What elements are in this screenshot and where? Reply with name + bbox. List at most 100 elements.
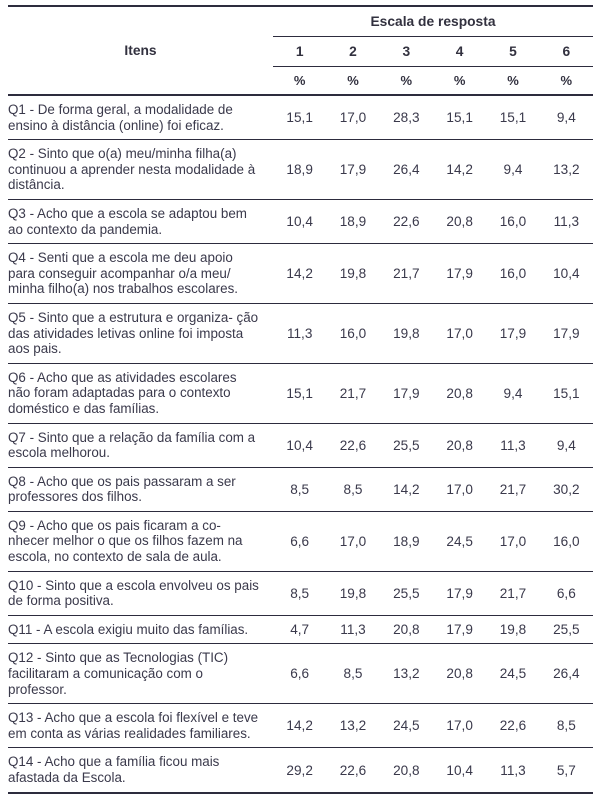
table-row: Q10 - Sinto que a escola envolveu os pai… (8, 572, 593, 616)
percent-header: % (453, 73, 466, 88)
value-cell: 26,4 (553, 666, 580, 682)
value-cell: 16,0 (553, 533, 580, 549)
results-table: Itens Escala de resposta 1 2 3 4 5 6 %%%%%% Q… (8, 5, 593, 794)
value-cell: 15,1 (553, 385, 580, 401)
value-cell: 20,8 (393, 762, 420, 778)
value-cell: 20,8 (446, 666, 473, 682)
value-cell: 4,7 (290, 622, 310, 638)
value-cell: 14,2 (393, 481, 420, 497)
item-text: Q4 - Senti que a escola me deu apoio par… (8, 250, 238, 297)
value-cell: 19,8 (499, 622, 527, 638)
value-cell: 19,8 (393, 325, 420, 341)
value-cell: 24,5 (393, 718, 420, 734)
value-cell: 15,1 (286, 110, 313, 126)
value-cell: 14,2 (286, 266, 313, 282)
value-cell: 17,0 (339, 110, 367, 126)
scale-number-row: 1 2 3 4 5 6 (273, 37, 593, 67)
value-cell: 26,4 (393, 162, 420, 178)
value-cell: 19,8 (339, 585, 367, 601)
value-cell: 21,7 (339, 385, 367, 401)
table-row: Q7 - Sinto que a relação da família com … (8, 424, 593, 468)
scale-column-header: 6 (562, 44, 571, 59)
value-cell: 19,8 (339, 266, 367, 282)
value-cell: 11,3 (286, 325, 313, 341)
value-cell: 14,2 (286, 718, 313, 734)
value-cell: 30,2 (553, 481, 580, 497)
item-text: Q2 - Sinto que o(a) meu/minha filha(a) c… (8, 146, 256, 193)
item-text: Q1 - De forma geral, a modalidade de ens… (8, 102, 233, 133)
value-cell: 20,8 (446, 437, 473, 453)
value-cell: 17,9 (339, 162, 367, 178)
value-cell: 14,2 (446, 162, 473, 178)
value-cell: 17,0 (446, 481, 473, 497)
table-row: Q12 - Sinto que as Tecnologias (TIC) fac… (8, 644, 593, 705)
value-cell: 17,9 (446, 622, 473, 638)
percent-header: % (347, 73, 359, 88)
value-cell: 9,4 (503, 162, 523, 178)
value-cell: 17,9 (393, 385, 420, 401)
value-cell: 17,9 (446, 585, 473, 601)
value-cell: 11,3 (553, 214, 580, 230)
table-row: Q14 - Acho que a família ficou mais afas… (8, 748, 593, 794)
value-cell: 8,5 (343, 481, 363, 497)
value-cell: 21,7 (393, 266, 420, 282)
scale-column-header: 5 (509, 44, 517, 59)
item-text: Q5 - Sinto que a estrutura e organiza- ç… (8, 309, 259, 357)
item-text: Q13 - Acho que a escola foi flexível e t… (8, 710, 259, 741)
table-row: Q6 - Acho que as atividades escolares nã… (8, 364, 593, 424)
value-cell: 18,9 (286, 162, 313, 178)
value-cell: 17,9 (499, 325, 527, 341)
table-row: Q8 - Acho que os pais passaram a ser pro… (8, 468, 593, 512)
scale-column-header: 1 (295, 44, 304, 59)
value-cell: 20,8 (393, 622, 420, 638)
value-cell: 13,2 (393, 666, 420, 682)
item-text: Q12 - Sinto que as Tecnologias (TIC) fac… (8, 650, 229, 697)
item-text: Q10 - Sinto que a escola envolveu os pai… (8, 577, 259, 609)
value-cell: 10,4 (286, 214, 313, 230)
value-cell: 5,7 (556, 762, 576, 778)
value-cell: 17,0 (339, 533, 367, 549)
value-cell: 22,6 (339, 762, 367, 778)
value-cell: 18,9 (339, 214, 367, 230)
scale-header-group: Escala de resposta 1 2 3 4 5 6 %%%%%% (273, 7, 593, 94)
value-cell: 15,1 (286, 385, 313, 401)
value-cell: 18,9 (393, 533, 420, 549)
value-cell: 9,4 (503, 385, 523, 401)
table-body: Q1 - De forma geral, a modalidade de ens… (8, 96, 593, 794)
value-cell: 17,0 (446, 718, 473, 734)
value-cell: 25,5 (393, 437, 420, 453)
item-text: Q8 - Acho que os pais passaram a ser pro… (8, 473, 236, 505)
value-cell: 13,2 (553, 162, 580, 178)
percent-header: % (507, 73, 519, 88)
value-cell: 17,9 (446, 266, 473, 282)
value-cell: 17,9 (553, 325, 580, 341)
scale-group-header: Escala de resposta (273, 7, 593, 37)
table-row: Q11 - A escola exigiu muito das famílias… (8, 616, 593, 645)
value-cell: 22,6 (393, 214, 420, 230)
scale-column-header: 4 (455, 44, 464, 59)
table-row: Q13 - Acho que a escola foi flexível e t… (8, 704, 593, 749)
value-cell: 22,6 (339, 437, 367, 453)
table-row: Q2 - Sinto que o(a) meu/minha filha(a) c… (8, 140, 593, 200)
itens-column-header: Itens (124, 43, 157, 58)
value-cell: 25,5 (553, 622, 580, 638)
value-cell: 22,6 (499, 718, 527, 734)
value-cell: 20,8 (446, 385, 473, 401)
percent-header: % (400, 73, 413, 88)
value-cell: 10,4 (553, 266, 580, 282)
scale-column-header: 3 (402, 44, 411, 59)
value-cell: 8,5 (343, 666, 363, 682)
value-cell: 9,4 (556, 437, 576, 453)
value-cell: 8,5 (556, 718, 576, 734)
value-cell: 15,1 (499, 110, 527, 126)
table-row: Q3 - Acho que a escola se adaptou bem ao… (8, 200, 593, 245)
value-cell: 10,4 (446, 762, 473, 778)
value-cell: 13,2 (339, 718, 367, 734)
value-cell: 17,0 (446, 325, 473, 341)
value-cell: 9,4 (556, 110, 576, 126)
value-cell: 10,4 (286, 437, 313, 453)
percent-header: % (560, 73, 573, 88)
table-row: Q4 - Senti que a escola me deu apoio par… (8, 244, 593, 304)
percent-row: %%%%%% (273, 67, 593, 94)
percent-header: % (293, 73, 306, 88)
